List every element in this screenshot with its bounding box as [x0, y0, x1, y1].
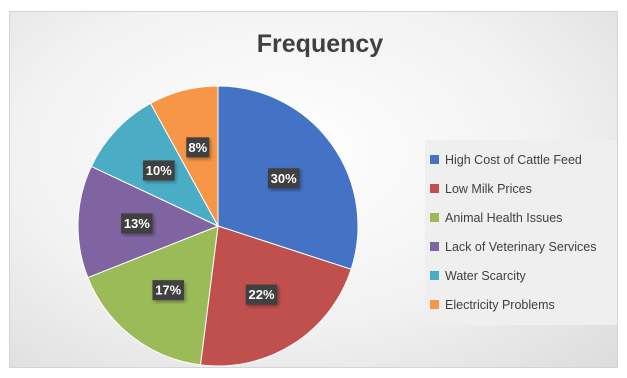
pie-slice	[149, 85, 219, 227]
legend-swatch	[430, 213, 439, 222]
data-label-text: 30%	[271, 171, 297, 186]
data-label-text: 10%	[146, 163, 172, 178]
data-label-box	[245, 284, 278, 305]
legend-item: High Cost of Cattle Feed	[425, 145, 617, 174]
legend-item: Animal Health Issues	[425, 203, 617, 232]
data-label-box	[186, 137, 210, 158]
legend-swatch	[430, 271, 439, 280]
legend-swatch	[430, 242, 439, 251]
data-label-text: 17%	[155, 283, 181, 298]
legend-swatch	[430, 184, 439, 193]
legend-swatch	[430, 155, 439, 164]
legend-item: Lack of Veterinary Services	[425, 232, 617, 261]
data-label: 13%	[121, 213, 153, 234]
data-label: 8%	[186, 137, 210, 158]
data-label: 17%	[152, 280, 184, 301]
legend-label: Water Scarcity	[445, 268, 526, 283]
legend-label: High Cost of Cattle Feed	[445, 152, 582, 167]
data-label-box	[121, 213, 153, 234]
legend-swatch	[430, 300, 439, 309]
legend-item: Water Scarcity	[425, 261, 617, 290]
data-label: 30%	[267, 168, 300, 189]
data-label-text: 8%	[188, 140, 207, 155]
data-label-text: 13%	[124, 216, 150, 231]
data-label-text: 22%	[248, 287, 274, 302]
legend-item: Low Milk Prices	[425, 174, 617, 203]
data-label: 10%	[143, 160, 175, 181]
legend-label: Animal Health Issues	[445, 210, 563, 225]
data-label-box	[143, 160, 175, 181]
data-label: 22%	[245, 284, 278, 305]
chart-title: Frequency	[256, 30, 384, 58]
data-label-box	[267, 168, 300, 189]
chart-legend: High Cost of Cattle Feed Low Milk Prices…	[425, 140, 617, 325]
legend-label: Low Milk Prices	[445, 181, 532, 196]
data-label-box	[152, 280, 184, 301]
legend-label: Lack of Veterinary Services	[445, 239, 597, 254]
legend-item: Electricity Problems	[425, 290, 617, 319]
legend-label: Electricity Problems	[445, 297, 555, 312]
